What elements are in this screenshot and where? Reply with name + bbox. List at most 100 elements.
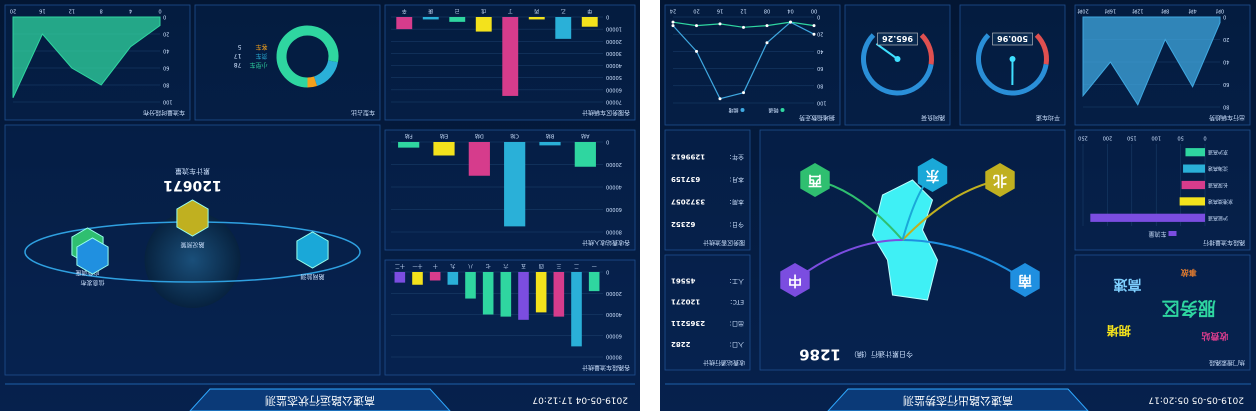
bar — [398, 142, 420, 148]
panel-title: 热门搜索路段 — [1209, 359, 1245, 367]
point — [812, 32, 816, 36]
y-tick-label: 40 — [817, 48, 823, 54]
word: 事故 — [1180, 268, 1197, 278]
hex-node — [176, 199, 209, 237]
legend-label: 货车 — [255, 52, 267, 60]
panel-title: 平均车速 — [1036, 114, 1060, 122]
y-tick-label: 40000 — [606, 311, 622, 317]
bar — [581, 17, 598, 27]
y-tick-label: 80000 — [606, 229, 622, 235]
point — [718, 97, 722, 101]
x-tick-label: 甲 — [587, 8, 592, 14]
y-tick-label: 100 — [817, 100, 827, 106]
gauge-hub — [1009, 56, 1016, 62]
y-tick-label: 0 — [163, 14, 166, 20]
x-tick-label: 丁 — [508, 8, 513, 14]
point — [765, 41, 769, 45]
panel-title: 拥堵指数走势 — [799, 114, 835, 122]
legend-swatch — [780, 108, 785, 112]
y-tick-label: 京沪高速 — [1208, 149, 1228, 156]
x-tick-label: 0时 — [1216, 8, 1224, 15]
y-tick-label: 京港澳高速 — [1208, 198, 1233, 205]
stat-label: 出口： — [726, 319, 744, 327]
panel-title: 各服务区车辆统计 — [582, 109, 630, 117]
node-label: 路网监测 — [300, 273, 324, 281]
x-tick-label: F站 — [405, 133, 413, 140]
stat-label: 本周： — [726, 198, 744, 206]
count-label: 今日累计通行（辆） — [850, 350, 913, 359]
stat-value: 2282 — [671, 340, 691, 348]
slice-value: 78 — [234, 61, 242, 68]
count-value: 120671 — [163, 177, 221, 193]
x-tick-label: 二 — [574, 263, 579, 269]
word: 服务区 — [1162, 297, 1216, 319]
hex-node — [1010, 263, 1040, 297]
y-tick-label: 40000 — [606, 184, 622, 190]
count-label: 累计车流量 — [175, 167, 210, 176]
bar — [528, 17, 545, 20]
gauge-arc — [861, 33, 934, 96]
legend-label: 小型车 — [249, 61, 267, 69]
bar — [482, 272, 494, 315]
bar — [394, 272, 406, 283]
hex-node — [76, 237, 109, 275]
y-tick-label: 100 — [163, 99, 173, 105]
bar — [588, 272, 600, 292]
x-tick-label: 戊 — [481, 8, 486, 15]
x-tick-label: 04 — [787, 8, 793, 14]
panel — [194, 4, 381, 121]
x-tick-label: 丙 — [534, 8, 539, 14]
panel — [664, 129, 751, 251]
bar — [396, 17, 413, 30]
point — [742, 25, 745, 29]
y-tick-label: 40 — [163, 48, 169, 54]
y-tick-label: 20000 — [606, 38, 622, 44]
x-tick-label: 16 — [39, 8, 45, 14]
y-tick-label: 70000 — [606, 99, 622, 105]
stat-value: 2365211 — [671, 319, 705, 327]
bar — [433, 142, 455, 156]
panel-title: 各收费站收入统计 — [582, 239, 630, 247]
x-tick-label: 20 — [693, 8, 699, 14]
bar — [535, 272, 547, 313]
stat-label: 全年： — [726, 153, 744, 161]
panel-title: 路网负荷 — [921, 114, 945, 122]
x-tick-label: 00 — [811, 8, 817, 14]
point — [765, 24, 769, 28]
point — [671, 20, 675, 24]
y-tick-label: 0 — [606, 139, 609, 145]
x-tick-label: 十一 — [412, 263, 422, 270]
hex-node — [780, 263, 810, 297]
y-tick-label: 20 — [1223, 36, 1229, 42]
x-tick-label: C站 — [510, 133, 519, 140]
hex-label: 北 — [993, 172, 1007, 188]
bar — [468, 142, 490, 176]
area — [1082, 16, 1221, 106]
hex-node — [800, 163, 830, 197]
hex-label: 西 — [808, 172, 822, 188]
x-tick-label: 12 — [740, 8, 746, 14]
y-tick-label: 60000 — [606, 206, 622, 212]
x-tick-label: 8时 — [1161, 8, 1169, 15]
hex-label: 南 — [1018, 272, 1032, 289]
gauge-hub — [894, 56, 901, 62]
gauge-value: 965.26 — [882, 34, 913, 43]
y-tick-label: 20000 — [606, 290, 622, 296]
bar — [553, 272, 565, 317]
stat-value: 3372057 — [671, 198, 705, 206]
word: 拥堵 — [1107, 323, 1131, 338]
x-tick-label: 0 — [158, 8, 161, 14]
y-tick-label: 沪昆高速 — [1208, 214, 1228, 221]
stat-label: 人工： — [726, 277, 744, 284]
x-tick-label: 4 — [129, 8, 132, 14]
x-tick-label: 六 — [503, 263, 508, 270]
x-tick-label: 24 — [670, 8, 676, 14]
x-tick-label: 七 — [486, 263, 491, 270]
x-tick-label: 50 — [1177, 135, 1183, 141]
bar — [475, 17, 492, 32]
bar — [574, 142, 596, 167]
bar — [1181, 180, 1205, 190]
title-bar — [188, 388, 452, 411]
panel-title: 车型占比 — [351, 109, 375, 117]
panel — [1074, 129, 1251, 251]
